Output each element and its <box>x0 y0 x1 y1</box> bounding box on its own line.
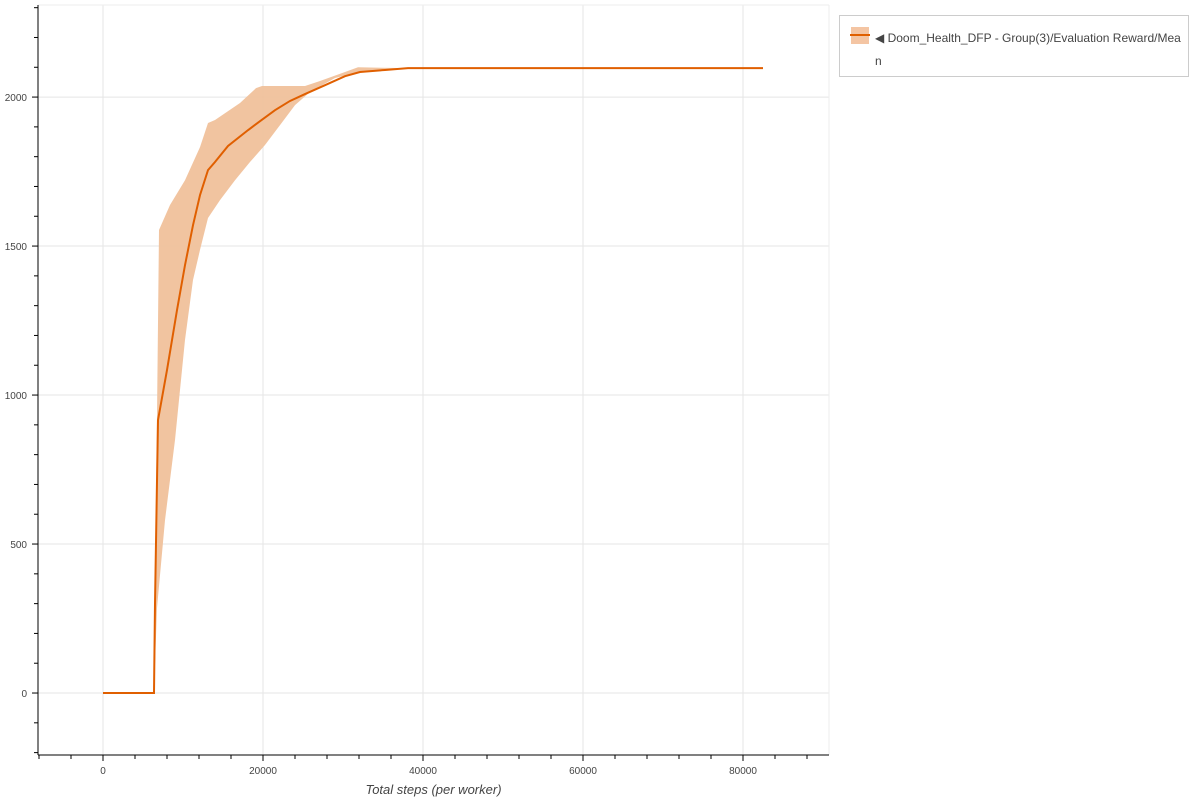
std-band <box>154 67 408 694</box>
mean-line <box>103 67 763 695</box>
x-tick-label: 80000 <box>729 766 757 777</box>
y-tick-label: 0 <box>21 689 27 700</box>
legend: ◀ Doom_Health_DFP - Group(3)/Evaluation … <box>839 15 1189 77</box>
legend-label[interactable]: ◀ Doom_Health_DFP - Group(3)/Evaluation … <box>875 31 1181 68</box>
x-tick-label: 20000 <box>249 766 277 777</box>
legend-swatch-icon <box>850 27 870 44</box>
y-tick-label: 1500 <box>5 242 28 253</box>
y-tick-label: 500 <box>10 540 27 551</box>
x-axis-label: Total steps (per worker) <box>365 782 501 797</box>
x-tick-label: 0 <box>100 766 106 777</box>
x-tick-label: 60000 <box>569 766 597 777</box>
y-tick-label: 2000 <box>5 93 28 104</box>
x-tick-label: 40000 <box>409 766 437 777</box>
y-tick-label: 1000 <box>5 391 28 402</box>
